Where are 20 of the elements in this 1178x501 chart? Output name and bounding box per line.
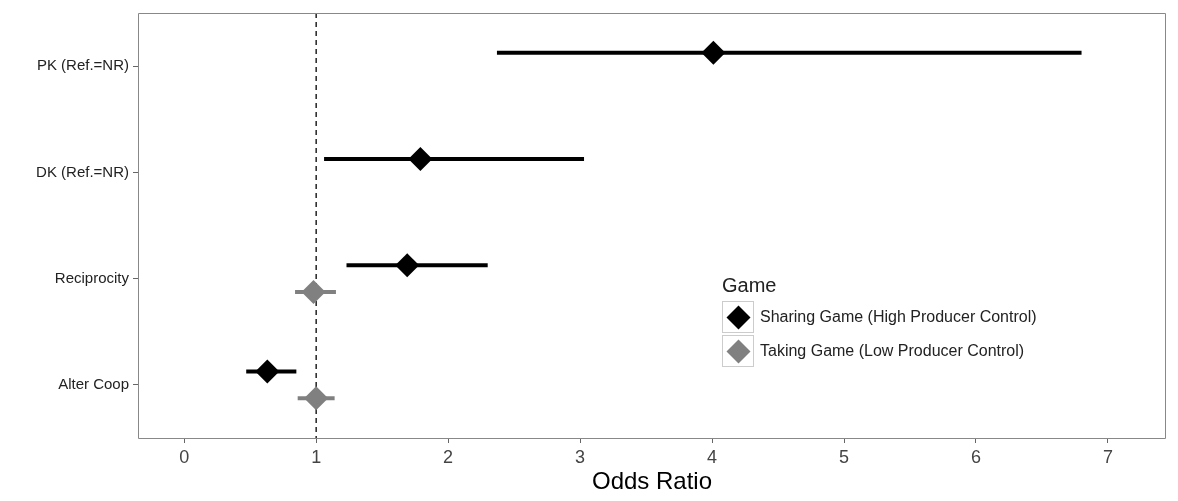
point — [701, 40, 726, 65]
y-tick-label: Reciprocity — [54, 268, 130, 286]
y-tick-label: DK (Ref.=NR) — [36, 162, 129, 180]
x-tick-label: 5 — [839, 446, 850, 467]
legend-title: Game — [722, 274, 778, 297]
x-axis-title: Odds Ratio — [591, 467, 713, 495]
legend-label: Taking Game (Low Producer Control) — [760, 342, 1025, 360]
point — [395, 253, 420, 278]
y-tick-label: Alter Coop — [58, 375, 129, 393]
x-tick-label: 7 — [1102, 446, 1113, 467]
point — [255, 359, 280, 384]
point — [408, 147, 433, 172]
y-tick-label: PK (Ref.=NR) — [36, 56, 129, 74]
x-tick-label: 2 — [443, 446, 454, 467]
legend-label: Sharing Game (High Producer Control) — [760, 308, 1037, 326]
x-tick-label: 3 — [575, 446, 586, 467]
x-tick-label: 1 — [311, 446, 322, 467]
x-tick-label: 6 — [970, 446, 981, 467]
x-tick-label: 0 — [179, 446, 190, 467]
x-tick-label: 4 — [707, 446, 718, 467]
